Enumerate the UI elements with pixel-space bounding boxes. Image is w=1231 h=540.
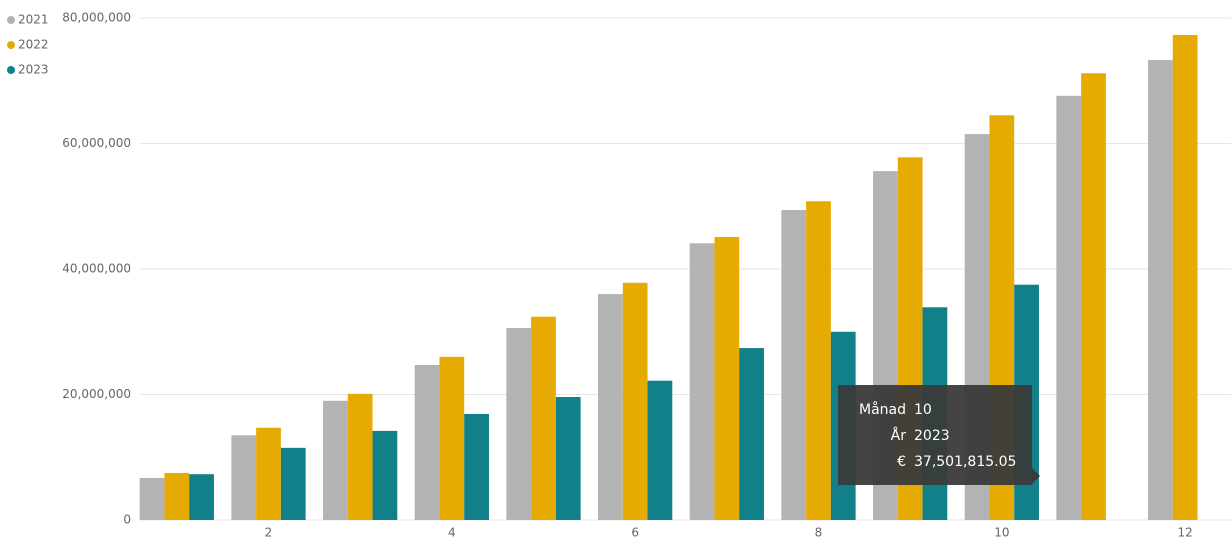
bar [1056, 95, 1082, 520]
tooltip-pointer [1032, 468, 1040, 484]
x-tick-label: 6 [631, 526, 639, 540]
tooltip-box [838, 385, 1032, 485]
bar [714, 236, 740, 520]
tooltip-label: År [891, 427, 907, 444]
x-tick-label: 2 [265, 526, 273, 540]
bar [231, 435, 257, 520]
bar [280, 447, 306, 520]
bar [781, 210, 807, 520]
legend-label: 2021 [18, 13, 49, 27]
tooltip-value: 2023 [914, 428, 950, 444]
y-tick-label: 40,000,000 [62, 262, 131, 276]
legend-label: 2023 [18, 63, 49, 77]
tooltip-value: 10 [914, 402, 932, 418]
bar [439, 356, 465, 520]
bar [689, 243, 715, 520]
bar [189, 474, 214, 520]
bar [464, 413, 489, 520]
legend-label: 2022 [18, 38, 49, 52]
bar [139, 477, 165, 520]
y-tick-label: 20,000,000 [62, 387, 131, 401]
legend-marker [7, 41, 15, 49]
bar [256, 427, 281, 520]
bar [1148, 60, 1173, 520]
x-tick-label: 8 [815, 526, 823, 540]
tooltip: Månad 10 År 2023 € 37,501,815.05 [838, 385, 1040, 485]
tooltip-value: 37,501,815.05 [914, 454, 1016, 470]
bar [506, 327, 532, 520]
x-tick-label: 10 [994, 526, 1009, 540]
bar [647, 380, 673, 520]
tooltip-label: Månad [859, 401, 906, 418]
y-tick-label: 80,000,000 [62, 11, 131, 25]
bar [347, 393, 373, 520]
bar [598, 294, 623, 520]
x-tick-label: 12 [1178, 526, 1193, 540]
bar [323, 400, 348, 520]
bar [531, 316, 556, 520]
legend-marker [7, 16, 15, 24]
bar [555, 397, 581, 520]
tooltip-label: € [897, 454, 906, 470]
bar [414, 365, 440, 520]
bar [739, 348, 764, 520]
bar [1172, 34, 1198, 520]
y-tick-label: 60,000,000 [62, 136, 131, 150]
bar [1081, 73, 1106, 520]
legend-marker [7, 66, 15, 74]
bar [372, 430, 398, 520]
bar [622, 282, 648, 520]
bar [164, 472, 190, 520]
x-tick-label: 4 [448, 526, 456, 540]
y-tick-label: 0 [123, 513, 131, 527]
bar [806, 201, 831, 521]
